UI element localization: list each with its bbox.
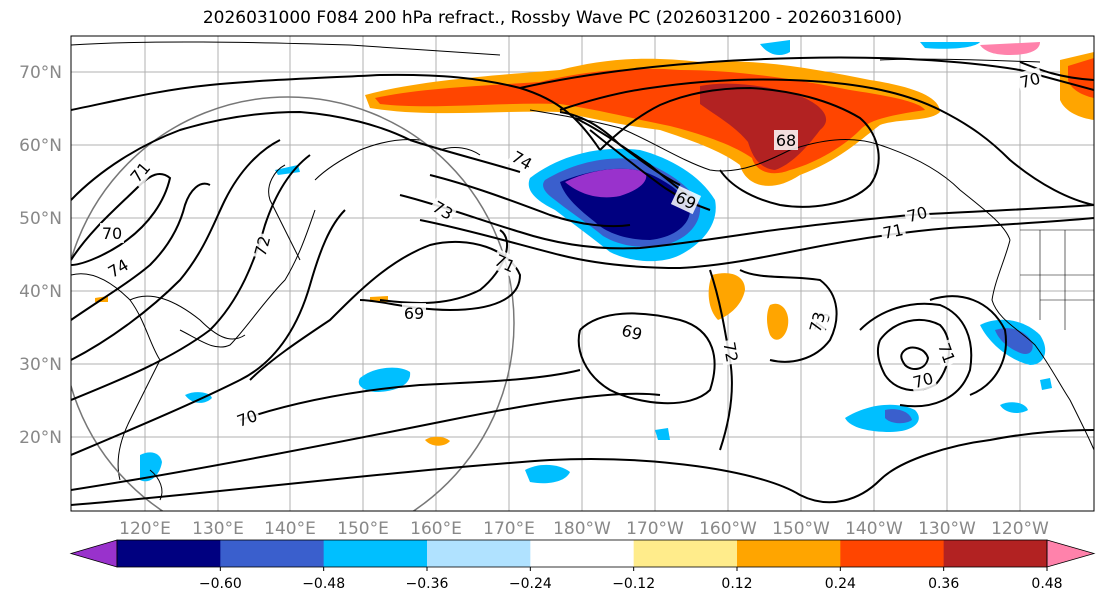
colorbar-segment: [530, 540, 635, 567]
latitude-labels: 70°N 60°N 50°N 40°N 30°N 20°N: [19, 63, 62, 448]
colorbar-segment: [633, 540, 738, 567]
colorbar: −0.60 −0.48 −0.36 −0.24 −0.12 0.12 0.24 0.36 0.4…: [69, 539, 1096, 592]
longitude-label: 140°W: [845, 519, 903, 539]
contour-lines: [71, 56, 1094, 506]
contour-label: 72: [719, 340, 741, 363]
map-title: 2026031000 F084 200 hPa refract., Rossby…: [202, 8, 903, 28]
colorbar-segment: [117, 540, 221, 567]
contour-label: 69: [620, 321, 645, 345]
longitude-label: 130°W: [918, 519, 976, 539]
colorbar-segment: [323, 540, 428, 567]
colorbar-segment: [220, 540, 325, 567]
rossby-region-circle: [71, 96, 515, 511]
longitude-label: 150°W: [772, 519, 830, 539]
boundaries: [1020, 229, 1094, 330]
longitude-label: 140°E: [264, 519, 316, 539]
colorbar-segment: [427, 540, 531, 567]
contour-label: 69: [404, 304, 424, 323]
contour-label: 70: [102, 224, 122, 243]
colorbar-segment: [737, 540, 841, 567]
longitude-label: 180°W: [553, 519, 611, 539]
map-panel: 7170747273747371696969687071727371707070: [70, 35, 1095, 512]
coastlines: [71, 41, 1094, 501]
longitude-label: 120°W: [991, 519, 1049, 539]
latitude-label: 60°N: [19, 136, 62, 156]
longitude-label: 150°E: [337, 519, 389, 539]
longitude-label: 160°W: [699, 519, 757, 539]
latitude-label: 40°N: [19, 282, 62, 302]
latitude-label: 70°N: [19, 63, 62, 83]
colorbar-tick-label: −0.24: [509, 576, 552, 592]
contour-label: 70: [1018, 69, 1043, 93]
longitude-label: 170°E: [483, 519, 535, 539]
colorbar-tick-label: 0.12: [721, 576, 752, 592]
contour-label: 72: [251, 234, 275, 259]
colorbar-segment: [840, 540, 945, 567]
colorbar-high-extend: [1046, 539, 1096, 568]
colorbar-tick-label: −0.48: [302, 576, 345, 592]
contour-label: 70: [911, 369, 936, 393]
longitude-label: 170°W: [626, 519, 684, 539]
negative-anomaly-shading: [140, 40, 1052, 484]
colorbar-low-extend: [69, 539, 118, 568]
contour-label: 71: [881, 220, 905, 243]
colorbar-segment: [943, 540, 1048, 567]
colorbar-tick-label: 0.48: [1031, 576, 1062, 592]
contour-label: 70: [905, 203, 930, 227]
latitude-label: 50°N: [19, 209, 62, 229]
longitude-label: 130°E: [192, 519, 244, 539]
colorbar-tick-label: −0.36: [406, 576, 449, 592]
colorbar-tick-label: 0.36: [928, 576, 959, 592]
longitude-labels: 120°E 130°E 140°E 150°E 160°E 170°E 180°W 170°W…: [119, 519, 1049, 539]
latitude-label: 20°N: [19, 428, 62, 448]
longitude-label: 120°E: [119, 519, 171, 539]
contour-label: 73: [806, 310, 830, 335]
latitude-label: 30°N: [19, 355, 62, 375]
colorbar-tick-label: 0.24: [825, 576, 856, 592]
colorbar-tick-label: −0.12: [612, 576, 655, 592]
longitude-label: 160°E: [410, 519, 462, 539]
contour-label: 68: [776, 131, 796, 150]
colorbar-tick-label: −0.60: [199, 576, 242, 592]
